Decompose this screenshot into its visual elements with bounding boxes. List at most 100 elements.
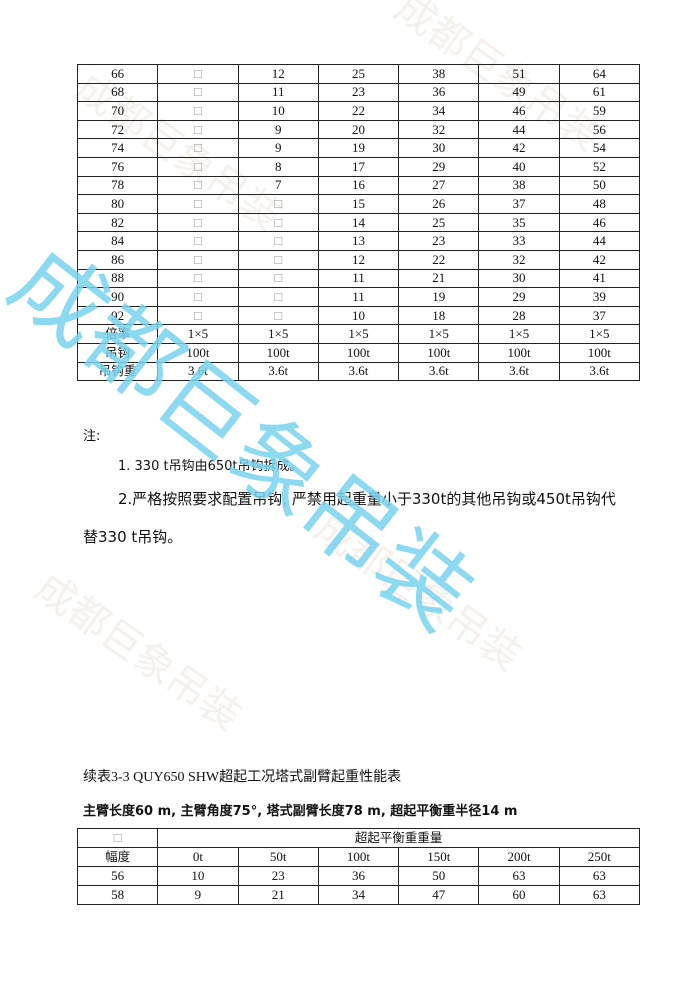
table-cell: 84 — [76, 231, 159, 251]
table-cell: 44 — [558, 231, 641, 251]
table-cell: 7 — [237, 175, 319, 196]
table-cell: 34 — [398, 101, 480, 121]
table-cell: 54 — [558, 138, 641, 158]
table-cell: 100t — [317, 342, 400, 363]
notes-heading: 注: — [83, 429, 101, 444]
table-row: 82 □ □ 14 25 35 46 — [76, 212, 641, 233]
table-row: 倍率 1×5 1×5 1×5 1×5 1×5 1×5 — [76, 324, 641, 344]
table-row: 92 □ □ 10 18 28 37 — [76, 305, 641, 326]
table-cell: 吊钩 — [76, 342, 159, 363]
table-cell: 38 — [478, 175, 560, 196]
group-header: 超起平衡重重量 — [157, 828, 640, 848]
table-row: 56 10 23 36 50 63 63 — [76, 866, 641, 886]
table-cell: 16 — [317, 175, 400, 196]
table-cell: 50 — [558, 175, 641, 196]
table-cell: □ — [157, 231, 239, 251]
table-cell: 吊钩重 — [76, 361, 159, 382]
table-cell: 36 — [398, 82, 480, 103]
table-cell: 10 — [237, 101, 319, 121]
table-cell: 17 — [317, 156, 400, 177]
table-cell: 74 — [76, 138, 159, 158]
table-cell: 27 — [398, 175, 480, 196]
table-cell: 34 — [317, 885, 400, 905]
table-cell: 1×5 — [237, 324, 319, 344]
load-table-continued: 66 □ 12 25 38 51 64 68 □ 11 23 36 49 61 70 □ 10 22 34 46 59 7… — [76, 64, 641, 382]
table-cell: 100t — [478, 342, 560, 363]
table-cell: □ — [157, 64, 239, 84]
table-cell: □ — [157, 138, 239, 158]
table-cell: 11 — [317, 287, 400, 307]
table-row: 66 □ 12 25 38 51 64 — [76, 64, 641, 84]
table-row: 74 □ 9 19 30 42 54 — [76, 138, 641, 158]
table-cell: □ — [157, 212, 239, 233]
table-cell: □ — [157, 156, 239, 177]
table-cell: 72 — [76, 119, 159, 140]
table-cell: 38 — [398, 64, 480, 84]
column-header: 200t — [478, 847, 560, 867]
table-row: 70 □ 10 22 34 46 59 — [76, 101, 641, 121]
note-item-2-cont: 替330 t吊钩。 — [83, 528, 183, 546]
watermark-tile: 成都巨象吊装 — [306, 504, 530, 680]
table-cell: 23 — [317, 82, 400, 103]
table-cell: 100t — [237, 342, 319, 363]
table-cell: 41 — [558, 268, 641, 289]
table-cell: 61 — [558, 82, 641, 103]
table-row: 吊钩重 3.6t 3.6t 3.6t 3.6t 3.6t 3.6t — [76, 361, 641, 382]
table-cell: 30 — [478, 268, 560, 289]
table-cell: □ — [237, 287, 319, 307]
table-cell: 19 — [398, 287, 480, 307]
table-cell: 13 — [317, 231, 400, 251]
table-cell: 49 — [478, 82, 560, 103]
table-cell: 9 — [157, 885, 239, 905]
table-cell: 66 — [76, 64, 159, 84]
table-cell: 29 — [398, 156, 480, 177]
table-cell: □ — [237, 268, 319, 289]
table-row: 76 □ 8 17 29 40 52 — [76, 156, 641, 177]
table-row: 90 □ □ 11 19 29 39 — [76, 287, 641, 307]
table-cell: 52 — [558, 156, 641, 177]
table-cell: 59 — [558, 101, 641, 121]
table-cell: 35 — [478, 212, 560, 233]
table-cell: 9 — [237, 119, 319, 140]
table-cell: 46 — [478, 101, 560, 121]
table-row: 86 □ □ 12 22 32 42 — [76, 249, 641, 270]
table-row: 58 9 21 34 47 60 63 — [76, 885, 641, 905]
table-cell: 58 — [76, 885, 159, 905]
table-cell: 1×5 — [478, 324, 560, 344]
table-cell: 1×5 — [317, 324, 400, 344]
table-cell: 56 — [558, 119, 641, 140]
table-cell: □ — [157, 175, 239, 196]
table-cell: 3.6t — [157, 361, 239, 382]
table-cell: 11 — [237, 82, 319, 103]
table-cell: 3.6t — [317, 361, 400, 382]
table-cell: 70 — [76, 101, 159, 121]
table-cell: 14 — [317, 212, 400, 233]
table-cell: 28 — [478, 305, 560, 326]
table-cell: □ — [157, 268, 239, 289]
column-header: 50t — [237, 847, 319, 867]
table-cell: □ — [237, 231, 319, 251]
table-cell: 36 — [317, 866, 400, 886]
table-row: 88 □ □ 11 21 30 41 — [76, 268, 641, 289]
table-cell: □ — [157, 82, 239, 103]
table-cell: 21 — [237, 885, 319, 905]
table-cell: 3.6t — [398, 361, 480, 382]
note-item-1: 1. 330 t吊钩由650t吊钩拆成。 — [118, 459, 303, 474]
table-cell: 33 — [478, 231, 560, 251]
table-cell: 10 — [317, 305, 400, 326]
table-cell: 47 — [398, 885, 480, 905]
table-cell: 50 — [398, 866, 480, 886]
table-cell: 倍率 — [76, 324, 159, 344]
table2-subtitle: 主臂长度60 m, 主臂角度75°, 塔式副臂长度78 m, 超起平衡重半径14… — [83, 804, 518, 819]
table-cell: □ — [157, 249, 239, 270]
table-row: 吊钩 100t 100t 100t 100t 100t 100t — [76, 342, 641, 363]
table-cell: 40 — [478, 156, 560, 177]
table-cell: 92 — [76, 305, 159, 326]
table-cell: 15 — [317, 194, 400, 214]
table-cell: 100t — [157, 342, 239, 363]
table-cell: □ — [157, 101, 239, 121]
table-cell: 64 — [558, 64, 641, 84]
table-cell: 78 — [76, 175, 159, 196]
table-cell: 51 — [478, 64, 560, 84]
